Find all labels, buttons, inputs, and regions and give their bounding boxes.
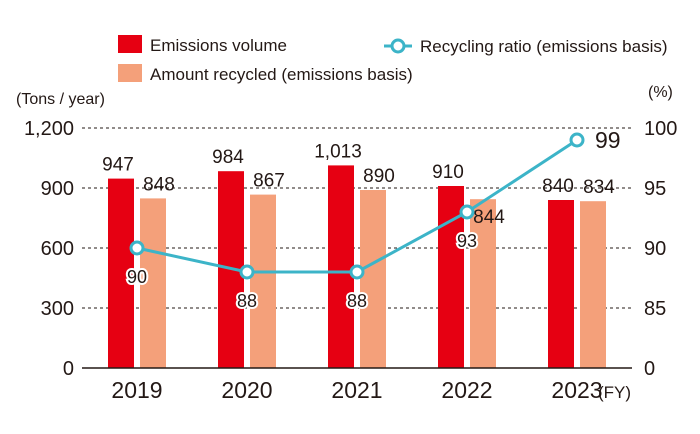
bar-amount-recycled bbox=[470, 199, 496, 368]
data-label-emissions: 984 bbox=[212, 147, 244, 168]
x-unit-label: (FY) bbox=[598, 383, 631, 402]
bar-amount-recycled bbox=[360, 190, 386, 368]
x-tick-label: 2021 bbox=[331, 377, 382, 403]
data-label-emissions: 840 bbox=[542, 176, 574, 197]
bar-amount-recycled bbox=[140, 198, 166, 368]
ratio-point bbox=[129, 240, 145, 256]
data-label-recycled: 844 bbox=[473, 207, 505, 228]
legend-swatch-emissions bbox=[118, 35, 142, 53]
ratio-label: 88 bbox=[347, 291, 367, 311]
legend-label-ratio: Recycling ratio (emissions basis) bbox=[420, 37, 668, 56]
x-tick-label: 2023 bbox=[551, 377, 602, 403]
y-left-tick-label: 600 bbox=[41, 238, 74, 260]
data-label-recycled: 867 bbox=[253, 171, 285, 192]
legend-label-emissions: Emissions volume bbox=[150, 36, 287, 55]
ratio-point bbox=[459, 204, 475, 220]
legend-marker-ratio bbox=[390, 38, 406, 54]
data-label-emissions: 1,013 bbox=[314, 141, 362, 162]
data-label-recycled: 890 bbox=[363, 166, 395, 187]
y-left-tick-label: 0 bbox=[63, 358, 74, 380]
y-right-tick-label: 85 bbox=[644, 298, 666, 320]
ratio-point bbox=[569, 132, 585, 148]
y-right-tick-label: 90 bbox=[644, 238, 666, 260]
legend-label-recycled: Amount recycled (emissions basis) bbox=[150, 65, 413, 84]
bar-amount-recycled bbox=[250, 194, 276, 368]
ratio-point bbox=[349, 264, 365, 280]
x-tick-label: 2022 bbox=[441, 377, 492, 403]
bar-emissions-volume bbox=[108, 178, 134, 368]
bar-amount-recycled bbox=[580, 201, 606, 368]
y-right-tick-label: 95 bbox=[644, 178, 666, 200]
ratio-label: 99 bbox=[595, 127, 621, 153]
y-right-unit-label: (%) bbox=[648, 84, 673, 101]
x-tick-label: 2020 bbox=[221, 377, 272, 403]
y-left-tick-label: 300 bbox=[41, 298, 74, 320]
y-right-tick-label: 100 bbox=[644, 118, 677, 140]
ratio-label: 88 bbox=[237, 291, 257, 311]
y-left-tick-label: 900 bbox=[41, 178, 74, 200]
ratio-label: 90 bbox=[127, 267, 147, 287]
data-label-emissions: 910 bbox=[432, 162, 464, 183]
y-right-tick-label: 0 bbox=[644, 358, 655, 380]
ratio-label: 93 bbox=[457, 231, 477, 251]
bar-emissions-volume bbox=[548, 200, 574, 368]
data-label-recycled: 848 bbox=[143, 174, 175, 195]
x-tick-label: 2019 bbox=[111, 377, 162, 403]
legend-swatch-recycled bbox=[118, 64, 142, 82]
bar-emissions-volume bbox=[328, 165, 354, 368]
data-label-recycled: 834 bbox=[583, 177, 615, 198]
y-left-unit-label: (Tons / year) bbox=[16, 91, 105, 108]
y-left-tick-label: 1,200 bbox=[24, 118, 74, 140]
data-label-emissions: 947 bbox=[102, 155, 134, 176]
ratio-point bbox=[239, 264, 255, 280]
